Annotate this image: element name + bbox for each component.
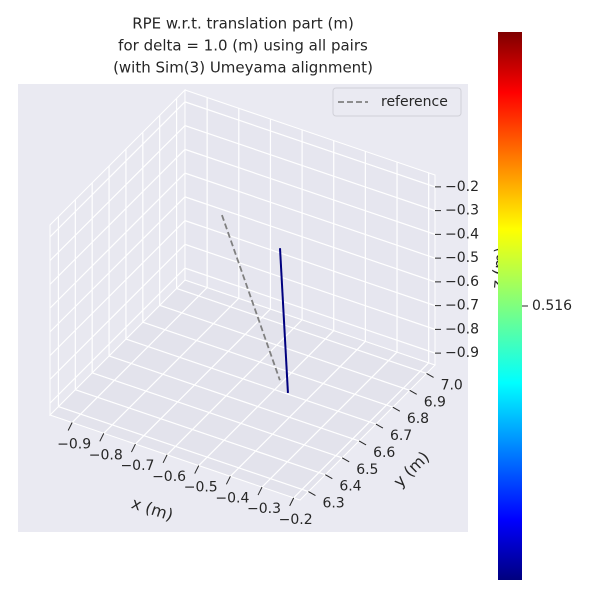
title-line: for delta = 1.0 (m) using all pairs — [118, 37, 368, 55]
x-tick-label: −0.5 — [184, 480, 218, 496]
tick-mark — [225, 476, 231, 485]
z-tick-label: −0.7 — [445, 298, 479, 314]
x-tick-label: −0.9 — [57, 437, 91, 453]
grid-line — [175, 98, 427, 375]
tick-mark — [67, 422, 73, 431]
y-tick-label: 6.3 — [322, 496, 344, 512]
z-tick-label: −0.3 — [445, 203, 479, 219]
grid-line — [229, 151, 366, 477]
z-tick-label: −0.9 — [445, 345, 479, 361]
y-tick-label: 6.8 — [407, 411, 429, 427]
z-tick-label: −0.8 — [445, 321, 479, 337]
title-line: RPE w.r.t. translation part (m) — [132, 15, 354, 33]
x-tick-label: −0.2 — [279, 512, 313, 528]
tick-mark — [308, 491, 316, 496]
x-tick-label: −0.3 — [247, 501, 281, 517]
legend-label: reference — [381, 94, 448, 110]
grid-line — [49, 101, 436, 238]
side-pane — [49, 88, 186, 417]
grid-line — [74, 199, 326, 476]
z-tick-label: −0.2 — [445, 179, 479, 195]
z-tick-label: −0.6 — [445, 274, 479, 290]
x-tick-label: −0.6 — [152, 469, 186, 485]
line-series — [279, 248, 289, 393]
grid-line — [49, 148, 436, 285]
grid-line — [261, 162, 398, 488]
tick-mark — [358, 440, 367, 446]
x-tick-label: −0.7 — [120, 458, 154, 474]
tick-mark — [341, 457, 350, 463]
grid-line — [49, 172, 436, 309]
grid-line — [91, 182, 343, 459]
title-line: (with Sim(3) Umeyama alignment) — [113, 59, 373, 77]
tick-mark — [426, 373, 434, 378]
grid-line — [293, 172, 430, 499]
grid-line — [49, 124, 436, 262]
z-tick-label: −0.5 — [445, 250, 479, 266]
grid-line — [49, 267, 436, 404]
tick-mark — [130, 443, 136, 453]
grid-line — [142, 132, 394, 408]
tick-mark — [375, 423, 384, 429]
grid-line — [166, 129, 303, 456]
tick-mark — [162, 454, 168, 464]
grid-line — [198, 140, 335, 466]
x-tick-label: −0.8 — [89, 447, 123, 463]
y-tick-label: 6.4 — [339, 479, 361, 495]
tick-mark — [289, 497, 295, 507]
tick-mark — [409, 389, 417, 395]
y-tick-label: 6.9 — [424, 394, 446, 410]
grid-line — [125, 149, 377, 425]
line-series — [221, 214, 281, 381]
y-tick-label: 7.0 — [441, 377, 463, 393]
colorbar-tick-label: 0.516 — [532, 298, 572, 314]
y-tick-label: 6.7 — [390, 428, 412, 444]
y-tick-label: 6.5 — [356, 462, 378, 478]
tick-mark — [99, 433, 105, 442]
grid-line — [103, 108, 240, 434]
grid-line — [71, 97, 208, 423]
grid-line — [49, 219, 436, 357]
tick-mark — [392, 406, 401, 412]
z-tick-label: −0.4 — [445, 226, 479, 242]
grid-line — [49, 243, 436, 380]
y-tick-label: 6.6 — [373, 445, 395, 461]
grid-line — [108, 165, 360, 442]
x-tick-label: −0.4 — [215, 490, 249, 506]
tick-mark — [194, 465, 200, 474]
tick-mark — [325, 474, 333, 480]
grid-line — [49, 196, 436, 333]
grid-line — [57, 216, 309, 493]
tick-mark — [257, 486, 263, 496]
grid-line — [135, 119, 272, 445]
colorbar — [498, 32, 522, 580]
legend-box — [332, 87, 462, 117]
grid-line — [159, 115, 410, 391]
